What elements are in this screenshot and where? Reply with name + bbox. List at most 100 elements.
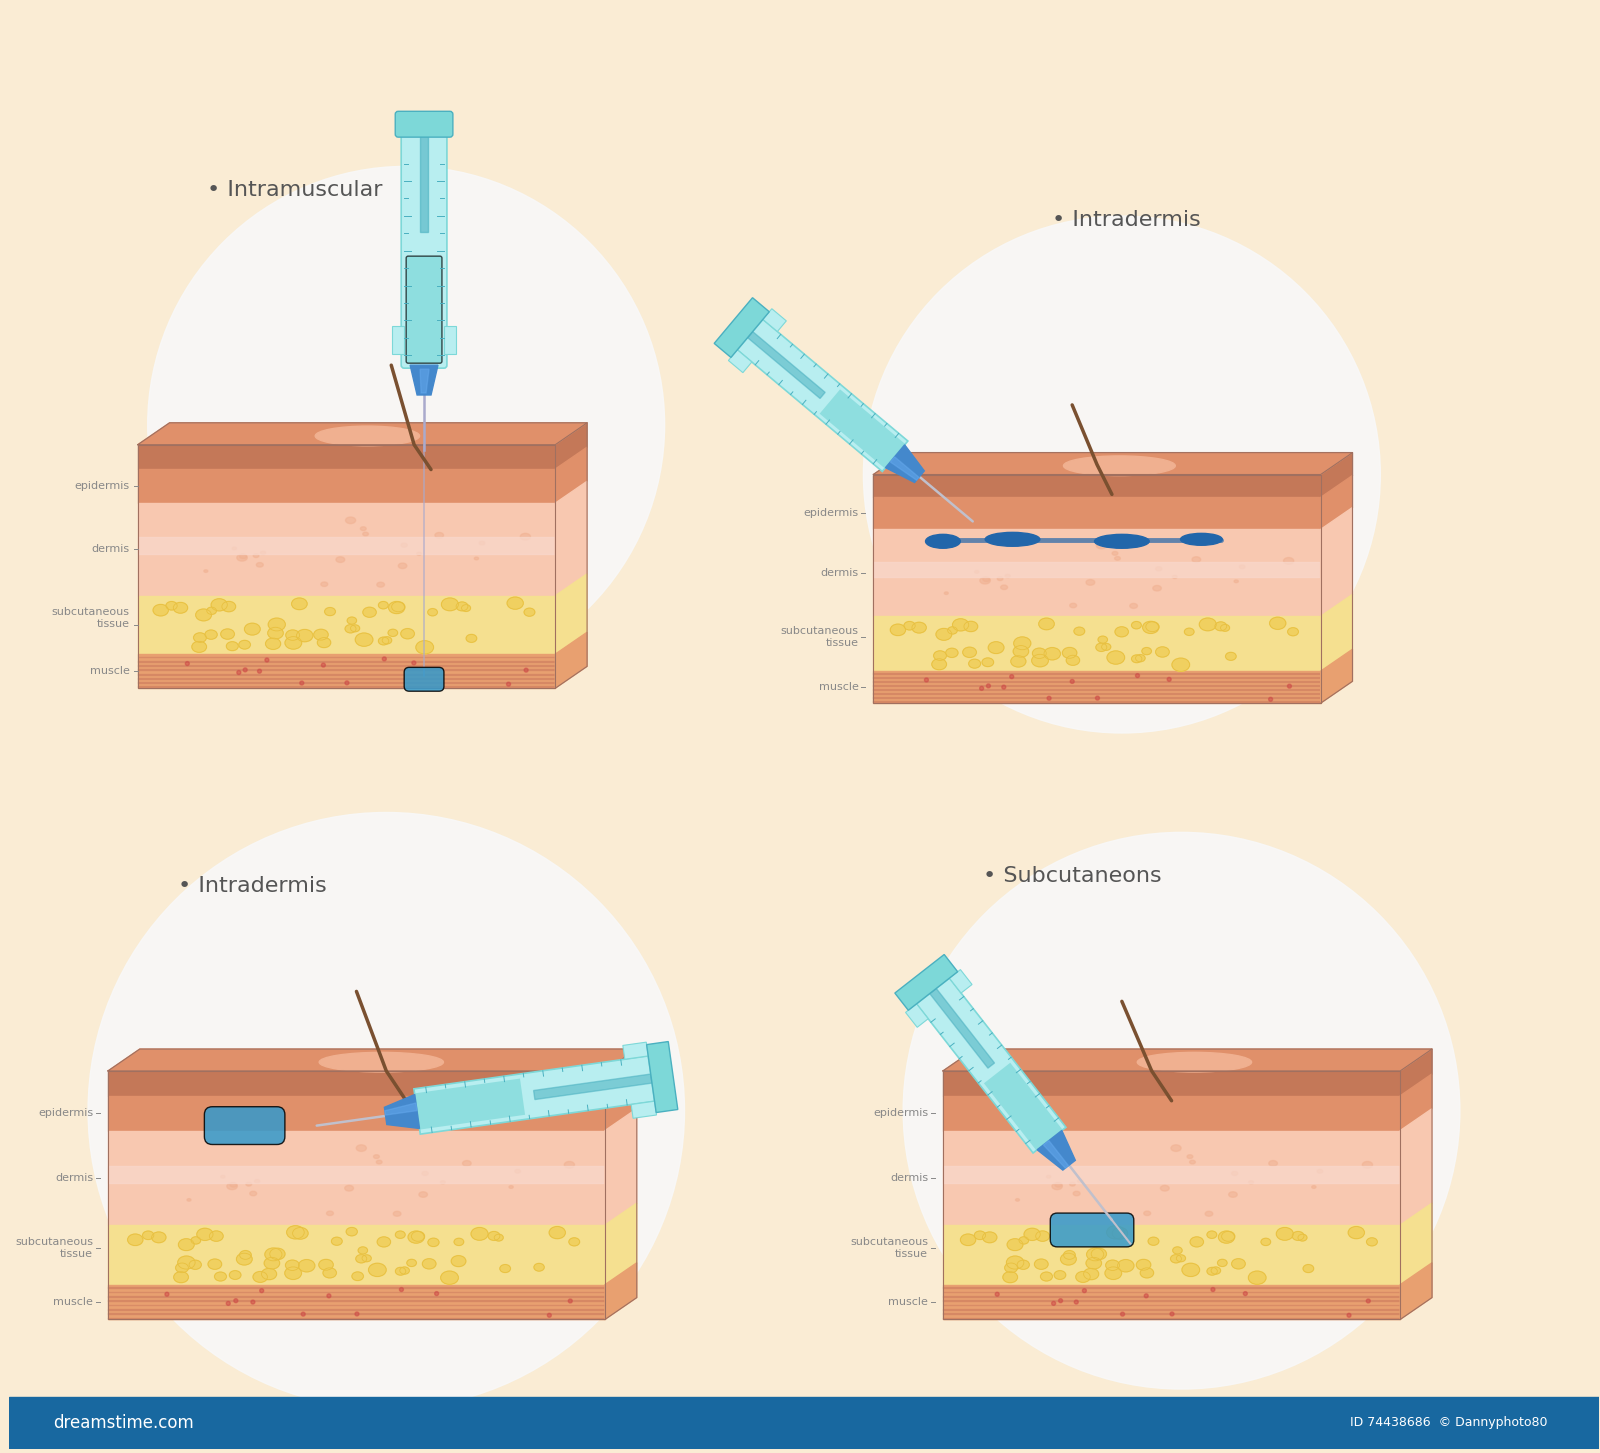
Ellipse shape	[214, 1271, 226, 1282]
Ellipse shape	[1166, 677, 1171, 681]
Ellipse shape	[1234, 580, 1238, 583]
Ellipse shape	[1142, 648, 1152, 655]
Ellipse shape	[205, 631, 218, 639]
Ellipse shape	[1192, 556, 1200, 562]
Ellipse shape	[1101, 644, 1110, 651]
Ellipse shape	[318, 1260, 333, 1270]
Ellipse shape	[344, 1186, 354, 1191]
Ellipse shape	[355, 1255, 366, 1263]
Ellipse shape	[1229, 1191, 1237, 1197]
Ellipse shape	[378, 583, 384, 587]
Ellipse shape	[419, 1191, 427, 1197]
Ellipse shape	[1270, 618, 1286, 629]
Ellipse shape	[166, 602, 178, 610]
Text: muscle: muscle	[53, 1298, 93, 1308]
Bar	[107, 1225, 605, 1284]
Bar	[942, 1071, 1400, 1096]
Ellipse shape	[1181, 533, 1222, 545]
Ellipse shape	[382, 657, 386, 661]
Ellipse shape	[931, 658, 947, 670]
Ellipse shape	[315, 426, 419, 446]
Ellipse shape	[208, 1260, 222, 1270]
Ellipse shape	[299, 1260, 315, 1271]
Ellipse shape	[347, 618, 357, 625]
Ellipse shape	[936, 629, 952, 641]
Ellipse shape	[363, 607, 376, 618]
Circle shape	[88, 812, 685, 1409]
Ellipse shape	[1146, 622, 1158, 632]
Ellipse shape	[1019, 1237, 1029, 1244]
Ellipse shape	[221, 1175, 226, 1178]
Text: • Intradermis: • Intradermis	[178, 876, 326, 897]
Polygon shape	[138, 423, 587, 445]
Ellipse shape	[997, 577, 1003, 581]
Bar	[942, 1225, 1400, 1284]
Ellipse shape	[1075, 1271, 1090, 1283]
Bar	[421, 124, 429, 232]
Ellipse shape	[474, 556, 478, 559]
Ellipse shape	[187, 1199, 190, 1202]
Ellipse shape	[1248, 1271, 1266, 1284]
Ellipse shape	[232, 546, 237, 549]
Ellipse shape	[1096, 696, 1099, 700]
Ellipse shape	[270, 1248, 285, 1260]
Ellipse shape	[176, 1263, 189, 1273]
Ellipse shape	[1083, 1268, 1099, 1280]
Ellipse shape	[357, 1145, 366, 1151]
Text: • Intramuscular: • Intramuscular	[208, 180, 382, 201]
Ellipse shape	[1011, 655, 1026, 667]
Ellipse shape	[466, 635, 477, 642]
Ellipse shape	[154, 604, 168, 616]
Polygon shape	[605, 1203, 637, 1284]
Bar	[138, 445, 555, 469]
Ellipse shape	[1173, 1247, 1182, 1254]
Ellipse shape	[507, 681, 510, 686]
Ellipse shape	[1206, 1231, 1216, 1238]
Ellipse shape	[358, 1247, 368, 1254]
Ellipse shape	[355, 634, 373, 647]
Ellipse shape	[1152, 586, 1162, 591]
Ellipse shape	[987, 684, 990, 687]
Bar	[107, 1071, 605, 1319]
Ellipse shape	[963, 647, 976, 657]
Ellipse shape	[1120, 1312, 1125, 1316]
Ellipse shape	[301, 1312, 306, 1316]
Ellipse shape	[226, 1302, 230, 1305]
Ellipse shape	[408, 1231, 424, 1244]
Ellipse shape	[1106, 1267, 1122, 1280]
Ellipse shape	[400, 1287, 403, 1292]
Ellipse shape	[1141, 1268, 1154, 1277]
Ellipse shape	[376, 1159, 382, 1164]
Ellipse shape	[1051, 1183, 1062, 1190]
Polygon shape	[555, 448, 587, 503]
Ellipse shape	[1142, 622, 1158, 634]
Ellipse shape	[1293, 1232, 1304, 1241]
Ellipse shape	[234, 1299, 238, 1303]
Ellipse shape	[1005, 1263, 1018, 1273]
Bar	[107, 1130, 605, 1225]
Ellipse shape	[165, 1292, 170, 1296]
Ellipse shape	[286, 631, 299, 641]
Ellipse shape	[1070, 603, 1077, 607]
Ellipse shape	[520, 533, 531, 541]
Polygon shape	[605, 1263, 637, 1319]
Bar	[138, 596, 555, 654]
Ellipse shape	[494, 1234, 504, 1241]
Ellipse shape	[478, 541, 485, 545]
Ellipse shape	[461, 604, 470, 612]
Ellipse shape	[952, 619, 968, 631]
Ellipse shape	[1232, 1258, 1245, 1268]
Ellipse shape	[451, 1255, 466, 1267]
Text: subcutaneous
tissue: subcutaneous tissue	[781, 626, 859, 648]
Polygon shape	[1043, 1141, 1069, 1168]
Ellipse shape	[253, 1271, 267, 1283]
FancyBboxPatch shape	[395, 112, 453, 137]
Polygon shape	[930, 988, 995, 1068]
Ellipse shape	[1066, 655, 1080, 665]
Ellipse shape	[174, 1271, 189, 1283]
Ellipse shape	[237, 1254, 253, 1266]
Ellipse shape	[925, 679, 928, 681]
Ellipse shape	[178, 1255, 195, 1268]
Polygon shape	[1320, 594, 1352, 671]
Ellipse shape	[1187, 1155, 1194, 1158]
